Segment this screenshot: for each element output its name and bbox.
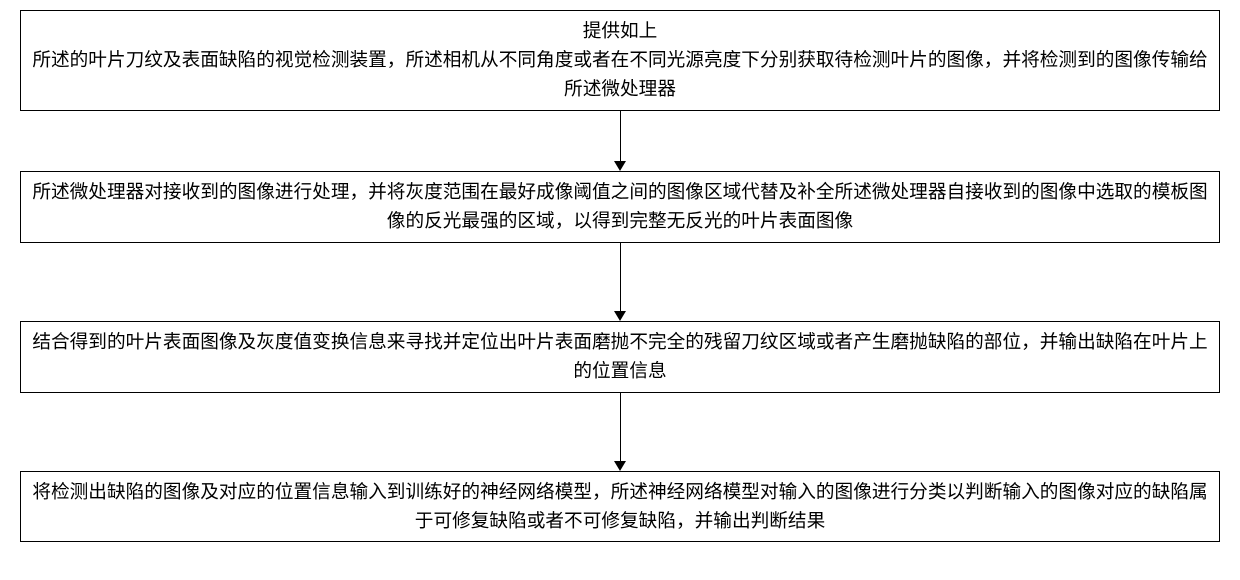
arrow-head-icon xyxy=(614,161,626,171)
flow-step-2: 所述微处理器对接收到的图像进行处理，并将灰度范围在最好成像阈值之间的图像区域代替… xyxy=(20,171,1220,243)
arrow-head-icon xyxy=(614,461,626,471)
arrow-line xyxy=(620,393,621,461)
arrow-line xyxy=(620,111,621,161)
flow-arrow xyxy=(614,111,626,171)
arrow-line xyxy=(620,243,621,311)
flow-arrow xyxy=(614,393,626,471)
arrow-head-icon xyxy=(614,311,626,321)
flow-step-1: 提供如上 所述的叶片刀纹及表面缺陷的视觉检测装置，所述相机从不同角度或者在不同光… xyxy=(20,10,1220,111)
step-text-line: 结合得到的叶片表面图像及灰度值变换信息来寻找并定位出叶片表面磨抛不完全的残留刀纹… xyxy=(31,328,1209,386)
step-text-line: 提供如上 xyxy=(31,17,1209,46)
step-text-line: 所述的叶片刀纹及表面缺陷的视觉检测装置，所述相机从不同角度或者在不同光源亮度下分… xyxy=(31,46,1209,104)
step-text-line: 将检测出缺陷的图像及对应的位置信息输入到训练好的神经网络模型，所述神经网络模型对… xyxy=(31,478,1209,536)
flow-step-3: 结合得到的叶片表面图像及灰度值变换信息来寻找并定位出叶片表面磨抛不完全的残留刀纹… xyxy=(20,321,1220,393)
flowchart-container: 提供如上 所述的叶片刀纹及表面缺陷的视觉检测装置，所述相机从不同角度或者在不同光… xyxy=(20,10,1220,542)
flow-step-4: 将检测出缺陷的图像及对应的位置信息输入到训练好的神经网络模型，所述神经网络模型对… xyxy=(20,471,1220,543)
flow-arrow xyxy=(614,243,626,321)
step-text-line: 所述微处理器对接收到的图像进行处理，并将灰度范围在最好成像阈值之间的图像区域代替… xyxy=(31,178,1209,236)
